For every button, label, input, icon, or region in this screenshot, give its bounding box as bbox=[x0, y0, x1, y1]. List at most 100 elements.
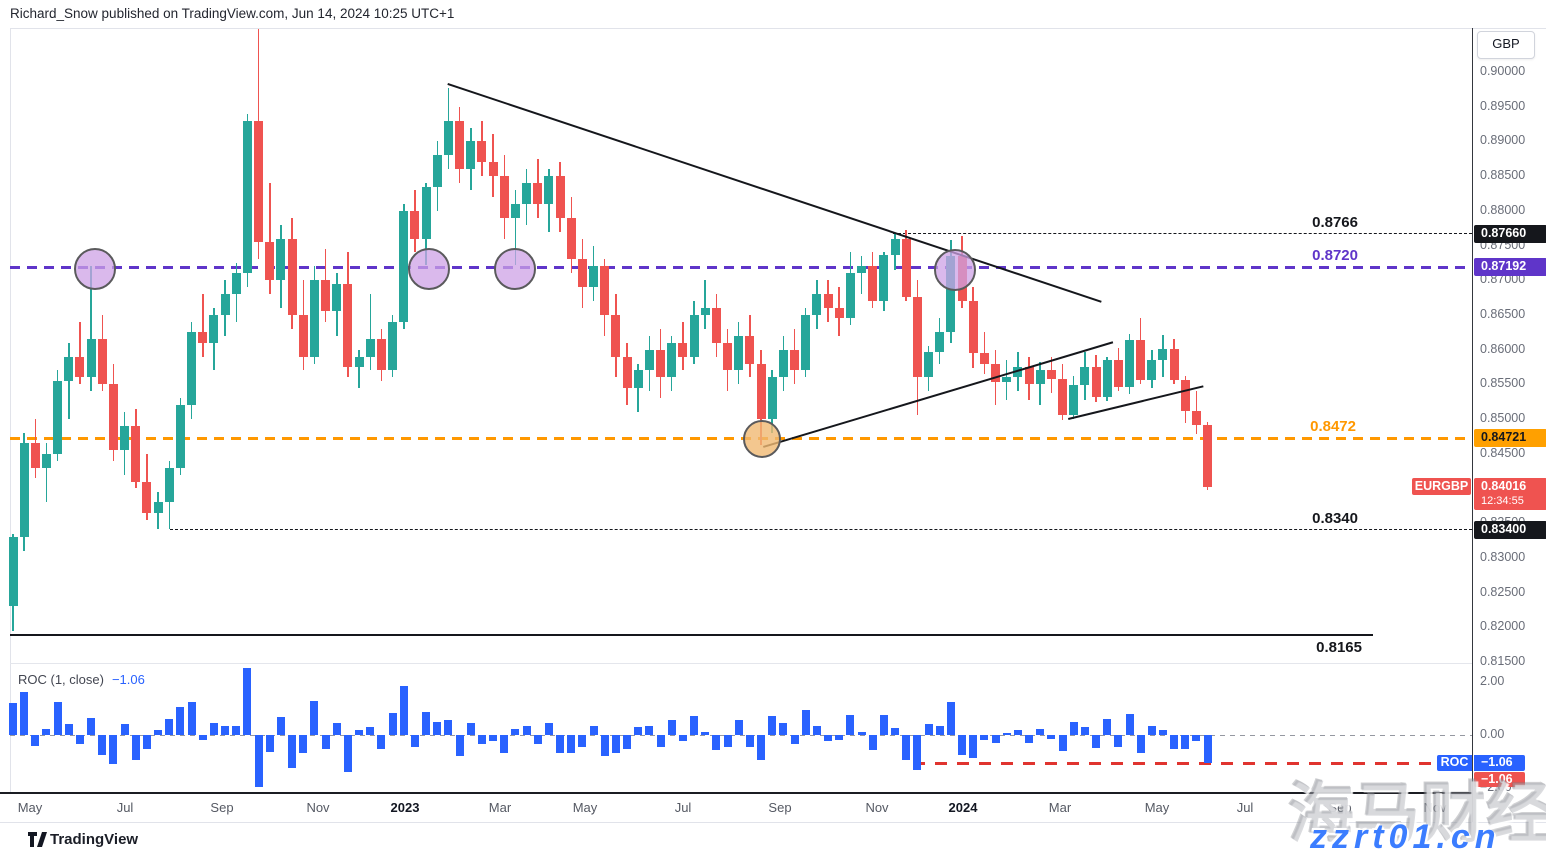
candle-body bbox=[354, 356, 364, 367]
time-tick-label: Mar bbox=[488, 800, 512, 815]
candle-body bbox=[1024, 366, 1034, 385]
candle-body bbox=[745, 335, 755, 364]
pane-divider bbox=[10, 663, 1472, 664]
candle-wick bbox=[45, 443, 48, 503]
candle-body bbox=[477, 141, 487, 163]
level-label-0_8766: 0.8766 bbox=[1312, 214, 1358, 232]
roc-bar bbox=[611, 735, 620, 754]
candle-body bbox=[700, 307, 710, 315]
candle-body bbox=[343, 283, 353, 367]
roc-bar bbox=[20, 692, 29, 735]
price-axis[interactable]: 0.90000 0.89500 0.89000 0.88500 0.88000 0.875… bbox=[1472, 28, 1546, 822]
indicator-legend[interactable]: ROC (1, close) −1.06 bbox=[18, 672, 145, 687]
candle-body bbox=[734, 335, 744, 371]
roc-bar bbox=[790, 735, 799, 745]
tradingview-logo[interactable] bbox=[28, 832, 47, 848]
roc-bar bbox=[1058, 735, 1067, 752]
roc-bar bbox=[500, 735, 509, 753]
tradingview-wordmark[interactable]: TradingView bbox=[50, 831, 139, 848]
candle-body bbox=[254, 120, 264, 243]
indicator-label: ROC (1, close) bbox=[18, 672, 104, 687]
price-tick-label: 0.82500 bbox=[1480, 584, 1526, 599]
candle-body bbox=[30, 443, 40, 468]
roc-bar bbox=[634, 727, 643, 735]
roc-bar bbox=[154, 730, 163, 735]
roc-bar bbox=[477, 735, 486, 744]
pattern-circle-orange[interactable] bbox=[743, 420, 781, 458]
candle-body bbox=[790, 349, 800, 371]
candle-body bbox=[510, 203, 520, 218]
candle-body bbox=[924, 352, 934, 378]
candle-body bbox=[1147, 360, 1157, 381]
candle-body bbox=[1002, 377, 1012, 383]
candle-body bbox=[935, 331, 945, 353]
roc-bar bbox=[824, 735, 833, 742]
candle-body bbox=[75, 356, 85, 378]
level-line-0_8720[interactable] bbox=[10, 266, 1472, 270]
price-pane[interactable]: 0.8766 0.8720 0.8472 0.8340 0.8165 EURGBP bbox=[0, 0, 1546, 663]
candle-body bbox=[131, 425, 141, 482]
price-tick-label: 0.86500 bbox=[1480, 306, 1526, 321]
symbol-label-badge: EURGBP bbox=[1412, 478, 1471, 496]
indicator-value: −1.06 bbox=[111, 672, 145, 687]
roc-bar bbox=[578, 735, 587, 748]
candle-body bbox=[466, 141, 476, 170]
level-line-0_8472[interactable] bbox=[10, 437, 1472, 441]
roc-bar bbox=[254, 735, 263, 787]
candle-body bbox=[778, 349, 788, 378]
roc-bar bbox=[265, 735, 274, 752]
roc-bar bbox=[1203, 735, 1212, 764]
time-tick-label: May bbox=[572, 800, 598, 815]
roc-bar bbox=[913, 735, 922, 771]
roc-bar bbox=[723, 735, 732, 748]
candle-body bbox=[912, 296, 922, 378]
roc-value-badge: −1.06 bbox=[1474, 755, 1525, 772]
roc-bar bbox=[355, 730, 364, 735]
roc-bar bbox=[1192, 735, 1201, 742]
roc-bar bbox=[924, 723, 933, 735]
roc-bar bbox=[388, 713, 397, 735]
roc-bar bbox=[589, 725, 598, 735]
pattern-circle-4[interactable] bbox=[934, 249, 976, 291]
time-tick-label: 2023 bbox=[390, 800, 420, 815]
roc-bar bbox=[745, 735, 754, 748]
level-line-0_8340[interactable] bbox=[170, 529, 1472, 531]
currency-toggle-button[interactable]: GBP bbox=[1477, 31, 1535, 59]
roc-bar bbox=[801, 710, 810, 735]
candle-body bbox=[901, 238, 911, 297]
roc-indicator-pane[interactable]: ROC bbox=[0, 663, 1472, 792]
pattern-circle-2[interactable] bbox=[408, 248, 450, 290]
roc-threshold-line[interactable] bbox=[913, 762, 1472, 765]
roc-bar bbox=[600, 735, 609, 757]
roc-bar bbox=[812, 725, 821, 735]
level-line-0_8165[interactable] bbox=[10, 633, 1373, 636]
candle-body bbox=[142, 481, 152, 513]
candle-body bbox=[97, 339, 107, 385]
level-line-0_8766[interactable] bbox=[893, 233, 1472, 235]
roc-tick-label: 0.00 bbox=[1480, 727, 1505, 741]
candle-body bbox=[1169, 348, 1179, 381]
candle-body bbox=[1080, 366, 1090, 386]
roc-bar bbox=[678, 735, 687, 742]
candle-body bbox=[365, 339, 375, 357]
candle-body bbox=[812, 294, 822, 315]
roc-bar bbox=[779, 722, 788, 735]
pattern-circle-1[interactable] bbox=[74, 248, 116, 290]
candle-body bbox=[276, 238, 286, 281]
roc-bar bbox=[366, 727, 375, 735]
time-tick-label: Nov bbox=[1423, 800, 1447, 815]
roc-bar bbox=[455, 735, 464, 756]
candle-body bbox=[499, 176, 509, 218]
roc-bar bbox=[1013, 730, 1022, 735]
candle-body bbox=[678, 342, 688, 357]
roc-name-badge: ROC bbox=[1437, 755, 1472, 772]
watermark-url: zzrt01.cn bbox=[1310, 818, 1501, 856]
pattern-circle-3[interactable] bbox=[494, 248, 536, 290]
candle-body bbox=[332, 283, 342, 312]
candle-body bbox=[1113, 360, 1123, 388]
candle-body bbox=[198, 332, 208, 343]
candle-body bbox=[321, 280, 331, 312]
candle-wick bbox=[202, 294, 204, 357]
time-axis[interactable]: May Jul Sep Nov 2023 Mar May Jul Sep Nov 2024 Mar Ma… bbox=[0, 793, 1546, 822]
candle-wick bbox=[704, 280, 706, 329]
